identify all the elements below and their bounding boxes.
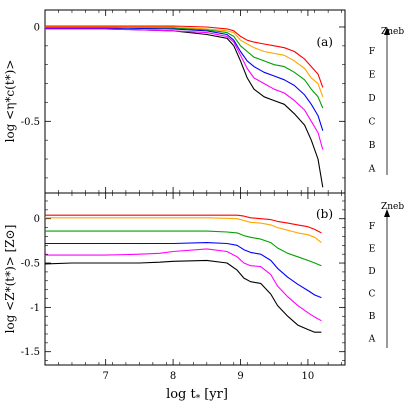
series-line-E [45, 26, 324, 97]
side-label-B: B [369, 141, 376, 151]
series-line-D [45, 230, 322, 267]
series-line-A [44, 259, 322, 333]
y-tick-label: -1 [30, 303, 40, 314]
y-tick-label: -0.5 [21, 259, 40, 270]
panel-b-frame [44, 192, 346, 366]
side-label-D: D [368, 267, 375, 277]
side-legend-a-title: Zneb [381, 27, 404, 37]
panel-b: 7 8 9 10 0 -0.5 -1 -1.5 (b) log <Z*(t*)> [Z⊙] [3, 192, 346, 382]
side-legend-a: Zneb F E D C B A [368, 27, 404, 175]
x-axis-title-unit: [yr] [204, 387, 228, 402]
series-line-D [45, 26, 324, 109]
series-line-B [45, 248, 322, 322]
side-legend-b: Zneb F E D C B A [368, 202, 404, 348]
side-label-F: F [369, 47, 375, 57]
side-legend-b-labels: F E D C B A [368, 222, 376, 345]
panel-a: 0 -0.5 (a) log <η*c(t*)> [3, 9, 346, 194]
panel-b-ticks: 7 8 9 10 0 -0.5 -1 -1.5 [21, 193, 345, 382]
side-label-C: C [369, 118, 376, 128]
side-label-A: A [368, 165, 376, 175]
side-label-F: F [369, 222, 375, 232]
y-tick-label: 0 [34, 214, 40, 225]
side-label-D: D [368, 94, 375, 104]
side-label-C: C [369, 290, 376, 300]
x-tick-label: 9 [237, 371, 243, 382]
series-line-F [45, 214, 322, 234]
side-legend-b-arrowhead [384, 209, 390, 217]
side-label-E: E [369, 71, 376, 81]
panel-a-ylabel: log <η*c(t*)> [3, 60, 17, 143]
side-legend-a-arrowhead [384, 27, 390, 35]
x-tick-label: 7 [102, 371, 108, 382]
x-axis-title-sub: * [196, 394, 201, 404]
x-tick-label: 10 [302, 371, 315, 382]
side-legend-b-title: Zneb [381, 202, 404, 212]
series-line-F [45, 25, 324, 88]
series-line-A [45, 28, 324, 188]
side-label-B: B [369, 312, 376, 322]
y-tick-label: -0.5 [21, 117, 40, 128]
side-legend-a-labels: F E D C B A [368, 47, 376, 175]
y-tick-label: -1.5 [21, 347, 40, 358]
panel-b-label: (b) [316, 207, 333, 221]
series-line-C [45, 242, 322, 299]
x-tick-label: 8 [170, 371, 176, 382]
series-line-B [45, 28, 324, 150]
panel-a-series [45, 25, 324, 188]
panel-a-frame [44, 9, 346, 194]
side-label-A: A [368, 335, 376, 345]
x-axis-title-main: log t [166, 387, 196, 402]
panel-b-ylabel: log <Z*(t*)> [Z⊙] [3, 225, 17, 334]
x-axis-title: log t* [yr] [166, 387, 228, 404]
panel-b-series [44, 214, 322, 333]
panel-a-ticks: 0 -0.5 [21, 10, 345, 193]
panel-a-label: (a) [316, 35, 333, 49]
series-line-C [45, 27, 324, 131]
series-line-E [45, 217, 322, 244]
side-label-E: E [369, 245, 376, 255]
y-tick-label: 0 [34, 22, 40, 33]
